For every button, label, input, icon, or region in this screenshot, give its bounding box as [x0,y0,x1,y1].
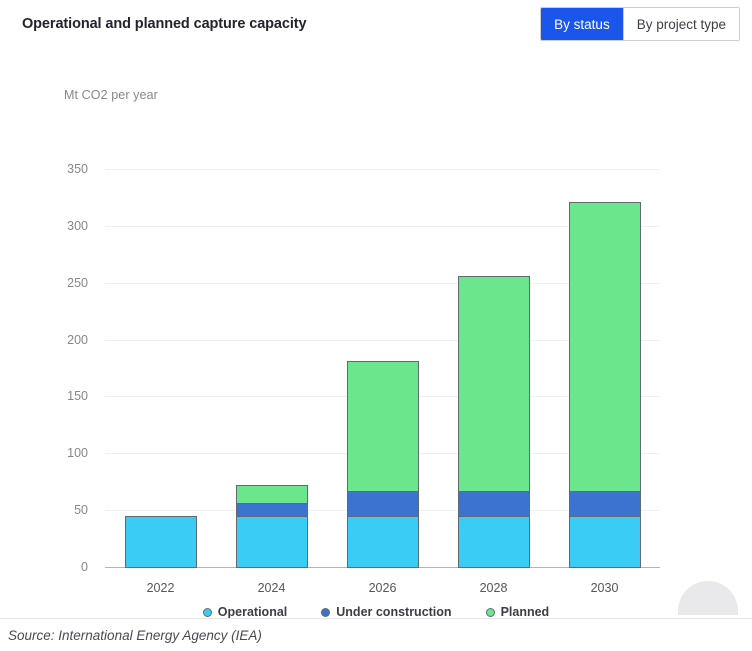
y-tick-label: 100 [67,446,88,461]
toggle-by-project-type[interactable]: By project type [622,8,739,40]
bar-segment[interactable] [457,490,530,516]
legend-swatch-icon [202,607,212,617]
gridline: 300 [67,219,660,233]
y-axis-unit-label: Mt CO2 per year [64,88,158,102]
bar-group[interactable]: 2024 [235,485,308,595]
bar-segment[interactable] [346,490,419,516]
bar-segment[interactable] [346,515,419,568]
legend-item[interactable]: Operational [202,605,288,619]
bar-group[interactable]: 2026 [346,361,419,595]
legend-swatch-icon [485,607,495,617]
bar-group[interactable]: 2030 [568,201,641,595]
bar-segment[interactable] [235,503,308,516]
gridline: 250 [67,276,660,290]
y-tick-label: 300 [67,218,88,233]
gridline: 350 [67,162,660,176]
y-tick-label: 200 [67,332,88,347]
legend-item[interactable]: Under construction [321,605,452,619]
legend-item[interactable]: Planned [485,605,550,619]
x-tick-label: 2022 [146,581,175,595]
bar-segment[interactable] [457,515,530,568]
y-tick-label: 50 [74,503,88,518]
source-attribution: Source: International Energy Agency (IEA… [8,627,262,643]
bar-segment[interactable] [568,515,641,568]
y-tick-label: 250 [67,275,88,290]
bar-segment[interactable] [457,275,530,491]
x-tick-label: 2026 [368,581,397,595]
bar-segment[interactable] [124,515,197,568]
bar-group[interactable]: 2022 [124,515,197,595]
bar-segment[interactable] [235,515,308,568]
bar-segment[interactable] [346,361,419,491]
y-tick-label: 150 [67,389,88,404]
chart-plot-area: Mt CO2 per year 350 300 250 200 150 100 50 0 20… [0,48,752,619]
toggle-by-status[interactable]: By status [541,8,623,40]
y-tick-label: 0 [81,560,88,574]
bar-segment[interactable] [568,201,641,491]
legend-swatch-icon [321,607,331,617]
legend-label: Under construction [336,605,452,619]
gridline: 200 [67,333,660,347]
bar-segment[interactable] [568,490,641,516]
y-tick-label: 350 [67,162,88,176]
bars-layer: 2022 2024 2026 2028 2030 [105,170,660,595]
x-tick-label: 2024 [257,581,286,595]
chart-footer: Source: International Energy Agency (IEA… [0,618,752,651]
chart-header: Operational and planned capture capacity… [0,0,752,48]
x-tick-label: 2030 [590,581,619,595]
page-title: Operational and planned capture capacity [22,16,307,32]
legend-label: Operational [217,605,288,619]
chart-legend: Operational Under construction Planned [0,605,752,619]
plot-grid: 350 300 250 200 150 100 50 0 2022 2024 2026 2028 20… [67,162,660,595]
view-toggle-group: By status By project type [540,7,740,41]
legend-label: Planned [500,605,550,619]
bar-group[interactable]: 2028 [457,275,530,595]
x-tick-label: 2028 [479,581,508,595]
bar-segment[interactable] [235,485,308,504]
